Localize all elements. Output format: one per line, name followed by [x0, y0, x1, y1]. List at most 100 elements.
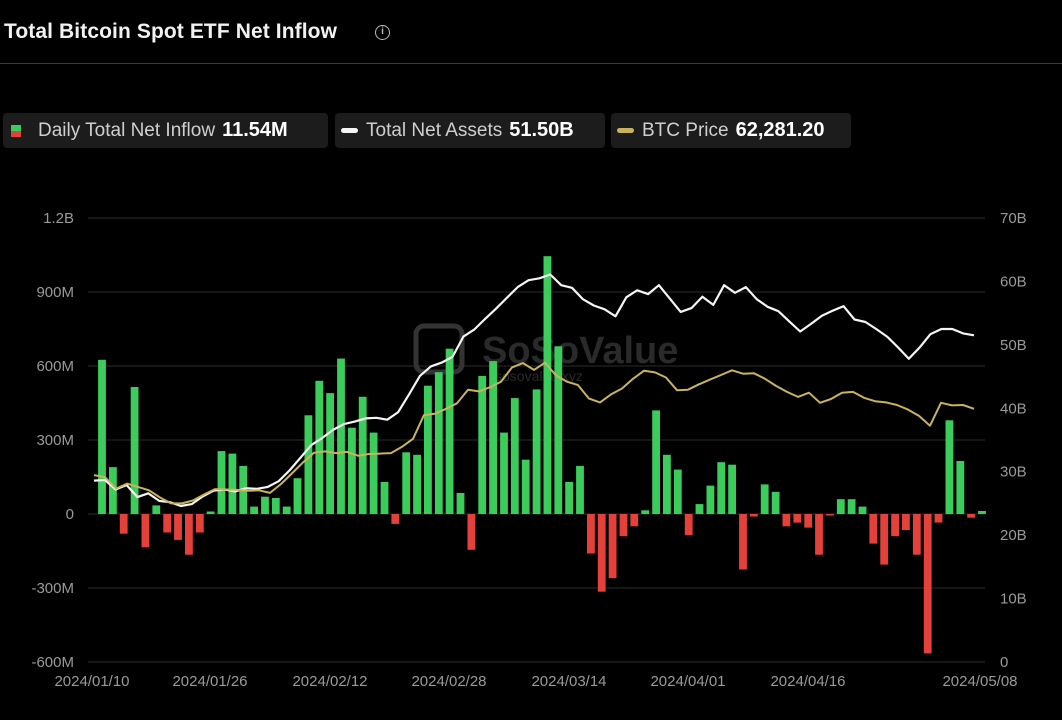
btc-price-line[interactable]: [93, 361, 975, 505]
bar[interactable]: [576, 465, 584, 514]
legend-value: 62,281.20: [735, 119, 825, 141]
bar[interactable]: [315, 380, 324, 514]
x-tick-label: 2024/04/16: [770, 673, 845, 690]
bar[interactable]: [923, 514, 932, 654]
bar[interactable]: [337, 358, 345, 514]
bar[interactable]: [510, 398, 519, 514]
bar[interactable]: [445, 348, 454, 514]
bar[interactable]: [608, 514, 617, 579]
left-tick-label: 900M: [36, 284, 74, 301]
bar[interactable]: [847, 499, 856, 514]
bar[interactable]: [597, 514, 606, 592]
bar[interactable]: [967, 514, 975, 518]
bar[interactable]: [206, 511, 215, 515]
bar[interactable]: [706, 485, 715, 514]
bar[interactable]: [348, 427, 356, 514]
bar[interactable]: [185, 514, 193, 555]
bar[interactable]: [293, 478, 302, 514]
bar[interactable]: [543, 256, 552, 514]
x-tick-label: 2024/01/26: [172, 673, 247, 690]
bar[interactable]: [391, 514, 400, 524]
bar[interactable]: [782, 514, 791, 527]
bar[interactable]: [652, 410, 660, 514]
bar[interactable]: [413, 454, 421, 514]
bar[interactable]: [836, 499, 845, 514]
bar[interactable]: [119, 514, 128, 534]
x-tick-label: 2024/03/14: [531, 673, 606, 690]
x-axis: 2024/01/10 2024/01/26 2024/02/12 2024/02/28…: [54, 673, 1017, 690]
bar[interactable]: [532, 389, 541, 514]
bar[interactable]: [130, 387, 139, 514]
legend-item-total-net-assets[interactable]: Total Net Assets 51.50B: [335, 113, 605, 148]
bar[interactable]: [271, 498, 280, 514]
bar[interactable]: [456, 493, 465, 514]
bar[interactable]: [261, 496, 269, 514]
bar[interactable]: [902, 514, 910, 530]
legend-item-btc-price[interactable]: BTC Price 62,281.20: [611, 113, 851, 148]
legend-value: 51.50B: [509, 119, 574, 141]
bar[interactable]: [945, 420, 954, 514]
bar[interactable]: [478, 375, 487, 514]
bar[interactable]: [195, 514, 204, 533]
legend-item-daily-inflow[interactable]: Daily Total Net Inflow 11.54M: [3, 113, 328, 148]
bar[interactable]: [434, 372, 443, 514]
bar[interactable]: [282, 506, 291, 514]
right-tick-label: 40B: [1000, 400, 1027, 417]
bar[interactable]: [380, 481, 389, 514]
right-tick-label: 0: [1000, 654, 1008, 671]
bar[interactable]: [749, 514, 758, 517]
bar[interactable]: [869, 514, 878, 544]
bar[interactable]: [641, 510, 650, 514]
right-tick-label: 10B: [1000, 591, 1027, 608]
right-tick-label: 70B: [1000, 210, 1027, 227]
bar[interactable]: [217, 451, 226, 514]
bar[interactable]: [891, 514, 899, 537]
bar[interactable]: [728, 464, 736, 514]
bar[interactable]: [369, 432, 378, 514]
bar[interactable]: [500, 432, 508, 514]
bar[interactable]: [760, 484, 769, 514]
bar[interactable]: [402, 452, 411, 514]
left-tick-label: 1.2B: [43, 210, 74, 227]
bar[interactable]: [250, 506, 258, 514]
bar[interactable]: [663, 454, 671, 514]
bar[interactable]: [174, 514, 182, 540]
bar[interactable]: [934, 514, 943, 523]
right-tick-label: 30B: [1000, 464, 1027, 481]
bar[interactable]: [793, 514, 802, 523]
bar[interactable]: [815, 514, 823, 555]
bar[interactable]: [804, 514, 813, 528]
bar[interactable]: [956, 461, 965, 514]
bar[interactable]: [912, 514, 921, 555]
bar[interactable]: [587, 514, 595, 554]
bar[interactable]: [467, 514, 476, 550]
bar[interactable]: [630, 514, 639, 527]
bar[interactable]: [673, 469, 682, 514]
bar[interactable]: [717, 462, 726, 514]
info-icon[interactable]: i: [375, 25, 390, 40]
bar[interactable]: [858, 506, 867, 514]
bar[interactable]: [521, 459, 530, 514]
bar[interactable]: [739, 514, 747, 570]
bar[interactable]: [554, 346, 563, 514]
bar[interactable]: [228, 453, 237, 514]
bar[interactable]: [424, 385, 432, 514]
bar[interactable]: [619, 514, 628, 537]
bar[interactable]: [771, 491, 780, 514]
bar[interactable]: [489, 361, 497, 514]
bar[interactable]: [109, 467, 117, 514]
bar[interactable]: [684, 514, 693, 535]
x-tick-label: 2024/02/28: [411, 673, 486, 690]
bar[interactable]: [880, 514, 889, 565]
bar[interactable]: [826, 514, 834, 516]
bar[interactable]: [695, 504, 704, 514]
bar[interactable]: [152, 505, 161, 514]
bar[interactable]: [98, 359, 106, 514]
bar[interactable]: [141, 514, 150, 548]
bar[interactable]: [326, 393, 334, 514]
bar[interactable]: [163, 514, 172, 533]
bar[interactable]: [304, 415, 313, 514]
legend-label: BTC Price: [642, 119, 729, 141]
bar[interactable]: [565, 481, 573, 514]
bar[interactable]: [978, 511, 986, 514]
